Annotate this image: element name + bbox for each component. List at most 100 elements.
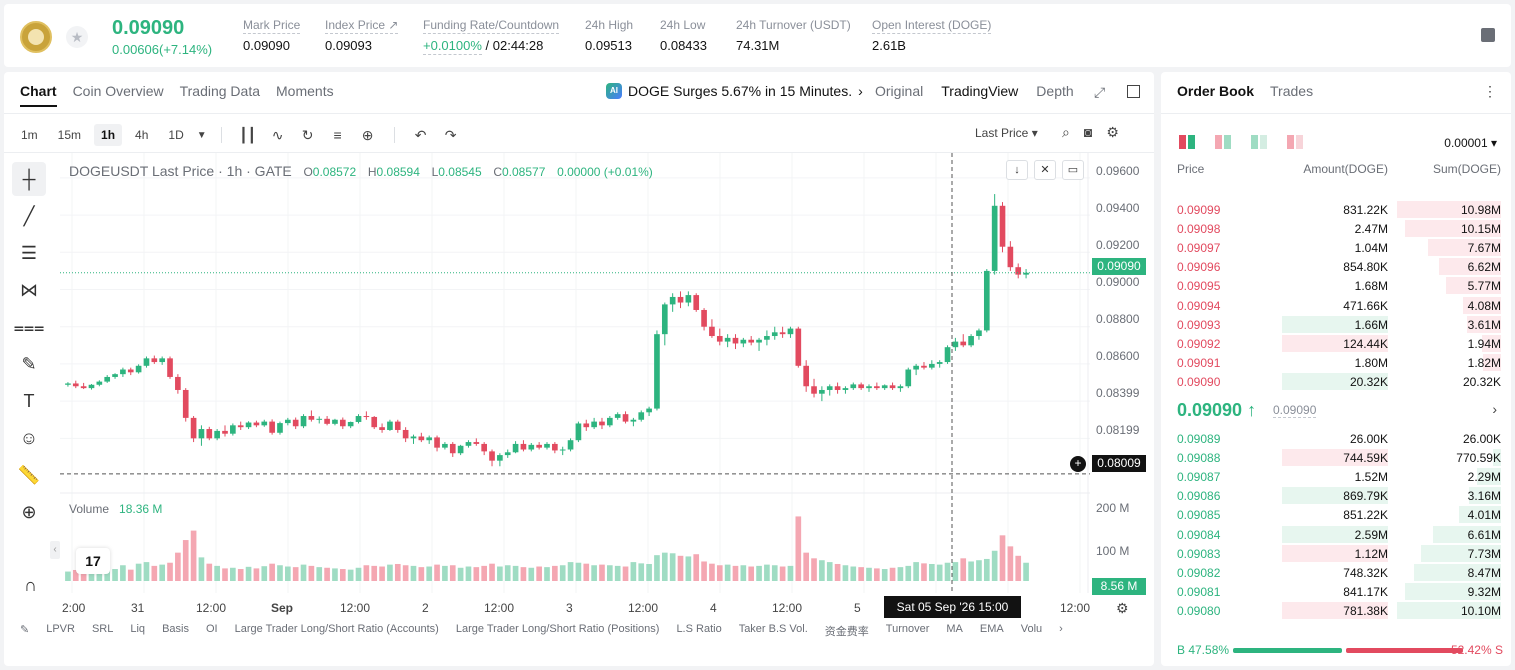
buy-ratio: B 47.58% — [1177, 643, 1230, 657]
ask-row[interactable]: 0.09091 1.80M 1.82M — [1161, 353, 1511, 372]
tab-trades[interactable]: Trades — [1270, 83, 1314, 99]
stat-index-price[interactable]: Index Price ↗ 0.09093 — [325, 18, 399, 53]
bid-row[interactable]: 0.09083 1.12M 7.73M — [1161, 544, 1511, 563]
camera-icon[interactable]: ◙ — [1083, 124, 1093, 140]
ask-row[interactable]: 0.09090 20.32K 20.32K — [1161, 372, 1511, 391]
time-tick: 12:00 — [484, 601, 515, 615]
bid-row[interactable]: 0.09088 744.59K 770.59K — [1161, 448, 1511, 467]
fib-icon[interactable]: ⩶ — [13, 316, 45, 337]
candle-type-icon[interactable]: ┃┃ — [239, 126, 257, 143]
horizontal-lines-icon[interactable]: ☰ — [20, 242, 38, 263]
tab-trading-data[interactable]: Trading Data — [179, 83, 261, 99]
crosshair-icon[interactable]: ┼ — [12, 162, 46, 196]
candlestick-chart[interactable] — [60, 153, 1090, 593]
indicator-item[interactable]: Volu — [1020, 623, 1043, 635]
indicator-item[interactable]: Large Trader Long/Short Ratio (Accounts) — [234, 623, 439, 635]
tab-moments[interactable]: Moments — [276, 83, 334, 99]
bid-row[interactable]: 0.09084 2.59M 6.61M — [1161, 525, 1511, 544]
restore-icon[interactable]: ▭ — [1062, 160, 1084, 180]
chevron-right-icon[interactable]: › — [1059, 623, 1063, 635]
tab-coin-overview[interactable]: Coin Overview — [72, 83, 164, 99]
indicator-item[interactable]: Taker B.S Vol. — [738, 623, 808, 635]
indicator-item[interactable]: Turnover — [885, 623, 930, 635]
price-tick: 0.09000 — [1096, 275, 1140, 289]
chart-view-switch: Original TradingView Depth — [875, 83, 1074, 99]
compress-icon[interactable]: ✕ — [1034, 160, 1056, 180]
bid-row[interactable]: 0.09085 851.22K 4.01M — [1161, 505, 1511, 524]
ask-row[interactable]: 0.09094 471.66K 4.08M — [1161, 296, 1511, 315]
emoji-icon[interactable]: ☺ — [19, 427, 39, 448]
candle — [465, 442, 472, 446]
refresh-icon[interactable]: ↻ — [301, 126, 314, 143]
list-icon[interactable]: ≡ — [333, 127, 342, 143]
ask-row[interactable]: 0.09095 1.68M 5.77M — [1161, 276, 1511, 295]
indicator-item[interactable]: 资金费率 — [824, 626, 869, 638]
trendline-icon[interactable]: ╱ — [23, 205, 35, 226]
indicator-item[interactable]: Large Trader Long/Short Ratio (Positions… — [455, 623, 660, 635]
chevron-right-icon[interactable]: › — [1492, 401, 1497, 417]
indicator-item[interactable]: Liq — [130, 623, 146, 635]
redo-icon[interactable]: ↷ — [444, 126, 457, 143]
indicator-item[interactable]: SRL — [91, 623, 114, 635]
tab-order-book[interactable]: Order Book — [1177, 83, 1255, 99]
fullscreen-icon[interactable] — [1127, 85, 1140, 98]
add-alert-icon[interactable]: + — [1070, 456, 1086, 472]
indicators-icon[interactable]: ∿ — [271, 126, 284, 143]
ruler-icon[interactable]: 📏 — [17, 464, 41, 485]
interval-15m[interactable]: 15m — [57, 128, 82, 142]
book-icon[interactable] — [1481, 28, 1495, 42]
layout-bids-icon[interactable] — [1251, 135, 1267, 149]
expand-icon[interactable]: ⤢ — [1094, 84, 1106, 100]
brush-icon[interactable]: ✎ — [21, 353, 37, 374]
interval-1d[interactable]: 1D — [168, 128, 184, 142]
magnet-icon[interactable]: ∩ — [24, 575, 37, 595]
bid-row[interactable]: 0.09089 26.00K 26.00K — [1161, 429, 1511, 448]
price-type-select[interactable]: Last Price ▾ — [975, 126, 1038, 140]
favorite-star-icon[interactable]: ★ — [66, 26, 88, 48]
indicator-item[interactable]: LPVR — [46, 623, 75, 635]
bid-row[interactable]: 0.09080 781.38K 10.10M — [1161, 601, 1511, 620]
depth-bar — [1421, 544, 1501, 562]
ask-row[interactable]: 0.09099 831.22K 10.98M — [1161, 200, 1511, 219]
collapse-toolbar-icon[interactable]: ‹ — [50, 541, 60, 559]
ask-row[interactable]: 0.09097 1.04M 7.67M — [1161, 238, 1511, 257]
indicator-item[interactable]: EMA — [979, 623, 1004, 635]
interval-dropdown-icon[interactable]: ▼ — [196, 129, 207, 141]
view-depth[interactable]: Depth — [1036, 83, 1074, 99]
layout-asks-icon[interactable] — [1287, 135, 1303, 149]
news-ticker[interactable]: AI DOGE Surges 5.67% in 15 Minutes. › — [606, 83, 863, 99]
interval-1h[interactable]: 1h — [94, 124, 123, 146]
ask-row[interactable]: 0.09098 2.47M 10.15M — [1161, 219, 1511, 238]
interval-4h[interactable]: 4h — [135, 128, 149, 142]
zoom-icon[interactable]: ⊕ — [21, 501, 37, 522]
tab-chart[interactable]: Chart — [20, 83, 57, 107]
indicator-item[interactable]: Basis — [162, 623, 189, 635]
bid-row[interactable]: 0.09082 748.32K 8.47M — [1161, 563, 1511, 582]
view-original[interactable]: Original — [875, 83, 924, 99]
add-indicator-icon[interactable]: ⊕ — [361, 126, 374, 143]
ask-row[interactable]: 0.09093 1.66M 3.61M — [1161, 315, 1511, 334]
layout-both-icon[interactable] — [1179, 135, 1195, 149]
search-icon[interactable]: ⌕ — [1062, 124, 1070, 140]
ask-row[interactable]: 0.09096 854.80K 6.62M — [1161, 257, 1511, 276]
view-tradingview[interactable]: TradingView — [941, 83, 1019, 99]
interval-1m[interactable]: 1m — [21, 128, 38, 142]
bid-row[interactable]: 0.09081 841.17K 9.32M — [1161, 582, 1511, 601]
pattern-icon[interactable]: ⋈ — [20, 279, 38, 300]
arrow-down-icon[interactable]: ↓ — [1006, 160, 1028, 180]
more-icon[interactable]: ⋮ — [1483, 83, 1497, 99]
indicator-item[interactable]: OI — [205, 623, 218, 635]
precision-select[interactable]: 0.00001 ▾ — [1444, 136, 1497, 150]
volume-bar — [285, 566, 291, 581]
indicator-item[interactable]: MA — [946, 623, 963, 635]
gear-icon[interactable]: ⚙ — [1106, 124, 1119, 140]
text-icon[interactable]: T — [23, 390, 35, 411]
bid-row[interactable]: 0.09087 1.52M 2.29M — [1161, 467, 1511, 486]
bid-row[interactable]: 0.09086 869.79K 3.16M — [1161, 486, 1511, 505]
undo-icon[interactable]: ↶ — [414, 126, 427, 143]
indicator-toggle-icon[interactable]: ✎ — [20, 624, 30, 636]
ask-row[interactable]: 0.09092 124.44K 1.94M — [1161, 334, 1511, 353]
axis-settings-icon[interactable]: ⚙ — [1116, 600, 1129, 616]
indicator-item[interactable]: L.S Ratio — [676, 623, 722, 635]
layout-split-icon[interactable] — [1215, 135, 1231, 149]
